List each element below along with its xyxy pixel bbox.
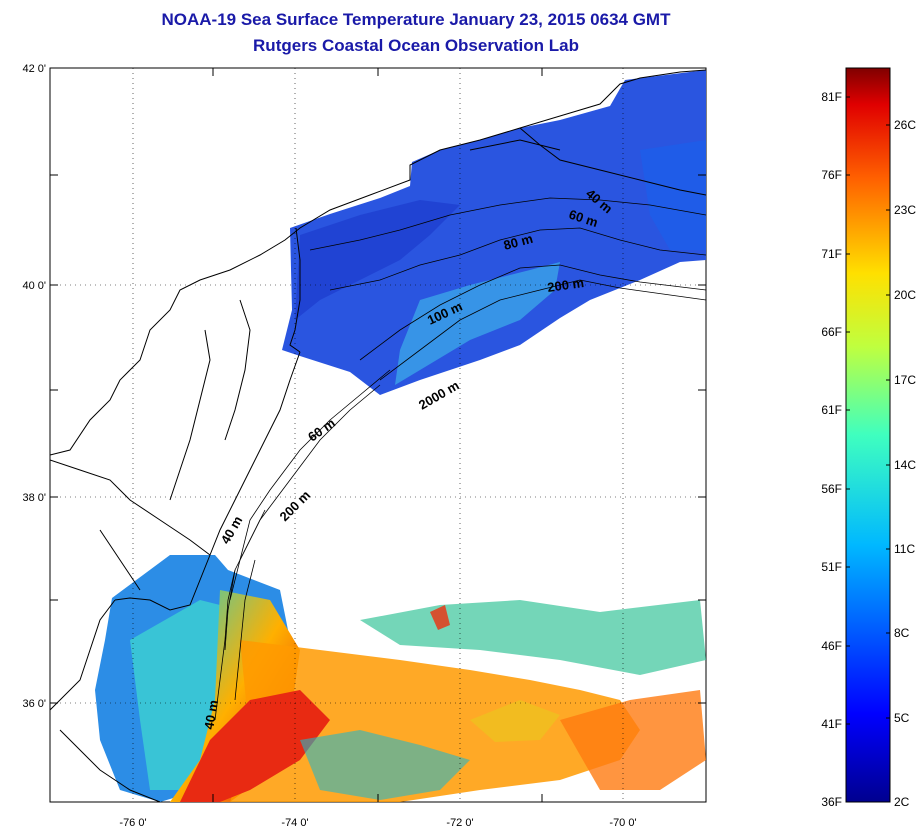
- colorbar-label-36f: 36F: [821, 795, 842, 809]
- sst-patch-north-inner: [295, 200, 460, 320]
- colorbar-label-8c: 8C: [894, 626, 910, 640]
- map-subtitle: Rutgers Coastal Ocean Observation Lab: [253, 36, 579, 55]
- colorbar-label-20c: 20C: [894, 288, 916, 302]
- colorbar-label-11c: 11C: [894, 542, 915, 556]
- sst-patch-north-shelf: [282, 70, 706, 395]
- colorbar-label-2c: 2C: [894, 795, 910, 809]
- sst-patch-gulf-maine: [640, 140, 706, 250]
- colorbar-label-17c: 17C: [894, 373, 916, 387]
- colorbar-label-51f: 51F: [821, 560, 842, 574]
- isobath-label-200m-north: 200 m: [546, 275, 585, 295]
- map-title: NOAA-19 Sea Surface Temperature January …: [161, 10, 671, 29]
- colorbar-label-14c: 14C: [894, 458, 916, 472]
- lat-label-38: 38 0': [22, 492, 46, 504]
- sst-layer: [95, 70, 706, 802]
- isobath-label-80m: 80 m: [502, 231, 535, 253]
- colorbar-label-5c: 5C: [894, 711, 910, 725]
- colorbar-label-66f: 66F: [821, 325, 842, 339]
- lat-label-36: 36 0': [22, 698, 46, 710]
- sst-patch-eddy-ring: [470, 700, 560, 742]
- lon-label-72: -72 0': [446, 817, 473, 829]
- isobath-label-40m-south: 40 m: [201, 699, 221, 731]
- sst-patch-gulf-stream-core: [180, 690, 330, 802]
- sst-patch-warm-streak: [430, 605, 450, 630]
- lat-label-40: 40 0': [22, 280, 46, 292]
- colorbar-label-56f: 56F: [821, 482, 842, 496]
- lon-label-70: -70 0': [609, 817, 636, 829]
- colorbar-label-26c: 26C: [894, 118, 916, 132]
- colorbar-label-41f: 41F: [821, 717, 842, 731]
- lat-label-42: 42 0': [22, 63, 46, 75]
- colorbar-label-46f: 46F: [821, 639, 842, 653]
- isobath-lines: [214, 197, 706, 721]
- colorbar-ticks: [846, 96, 890, 725]
- colorbar-label-76f: 76F: [821, 168, 842, 182]
- sst-patch-warm-eddy-east: [560, 690, 706, 790]
- colorbar-label-23c: 23C: [894, 203, 916, 217]
- axis-ticks: [50, 68, 706, 802]
- lon-label-76: -76 0': [119, 817, 146, 829]
- coastline: [50, 69, 706, 802]
- colorbar-label-71f: 71F: [821, 247, 842, 261]
- sst-patch-teal-filaments: [300, 730, 470, 800]
- colorbar-label-61f: 61F: [821, 403, 842, 417]
- colorbar: [845, 67, 891, 803]
- sst-patch-north-slope: [395, 262, 560, 385]
- lon-label-74: -74 0': [281, 817, 308, 829]
- colorbar-label-81f: 81F: [821, 90, 842, 104]
